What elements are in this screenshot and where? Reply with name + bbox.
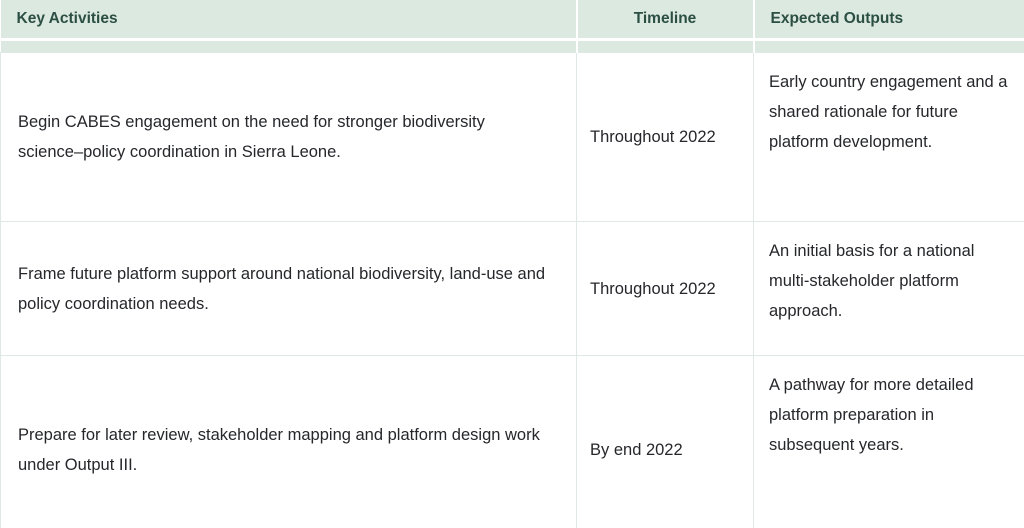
table-header-row: Key Activities Timeline Expected Outputs	[0, 0, 1024, 38]
table-row: Prepare for later review, stakeholder ma…	[0, 355, 1024, 528]
table-header: Key Activities Timeline Expected Outputs	[0, 0, 1024, 53]
cell-expected-outputs: An initial basis for a national multi-st…	[753, 221, 1024, 356]
cell-expected-outputs: A pathway for more detailed platform pre…	[753, 355, 1024, 528]
cell-key-activities: Prepare for later review, stakeholder ma…	[0, 355, 577, 528]
header-rule-cell-3	[753, 38, 1024, 41]
header-strip	[0, 41, 1024, 53]
table-row: Begin CABES engagement on the need for s…	[0, 52, 1024, 222]
cell-timeline: Throughout 2022	[576, 52, 754, 222]
header-strip-cell-2	[576, 41, 755, 53]
cell-key-activities: Frame future platform support around nat…	[0, 221, 577, 356]
column-header-timeline-label: Timeline	[633, 10, 697, 27]
table-row: Frame future platform support around nat…	[0, 221, 1024, 356]
header-rule	[0, 38, 1024, 41]
column-header-expected-outputs: Expected Outputs	[753, 0, 1024, 38]
column-header-timeline: Timeline	[576, 0, 755, 38]
table-body: Begin CABES engagement on the need for s…	[0, 52, 1024, 528]
column-header-expected-outputs-label: Expected Outputs	[770, 10, 904, 27]
cell-expected-outputs: Early country engagement and a shared ra…	[753, 52, 1024, 222]
header-strip-cell-3	[753, 41, 1024, 53]
header-strip-cell-1	[0, 41, 578, 53]
cell-timeline: Throughout 2022	[576, 221, 754, 356]
cell-key-activities: Begin CABES engagement on the need for s…	[0, 52, 577, 222]
column-header-key-activities-label: Key Activities	[16, 10, 118, 27]
cell-timeline: By end 2022	[576, 355, 754, 528]
column-header-key-activities: Key Activities	[0, 0, 578, 38]
header-rule-cell-1	[0, 38, 577, 41]
header-rule-cell-2	[576, 38, 754, 41]
